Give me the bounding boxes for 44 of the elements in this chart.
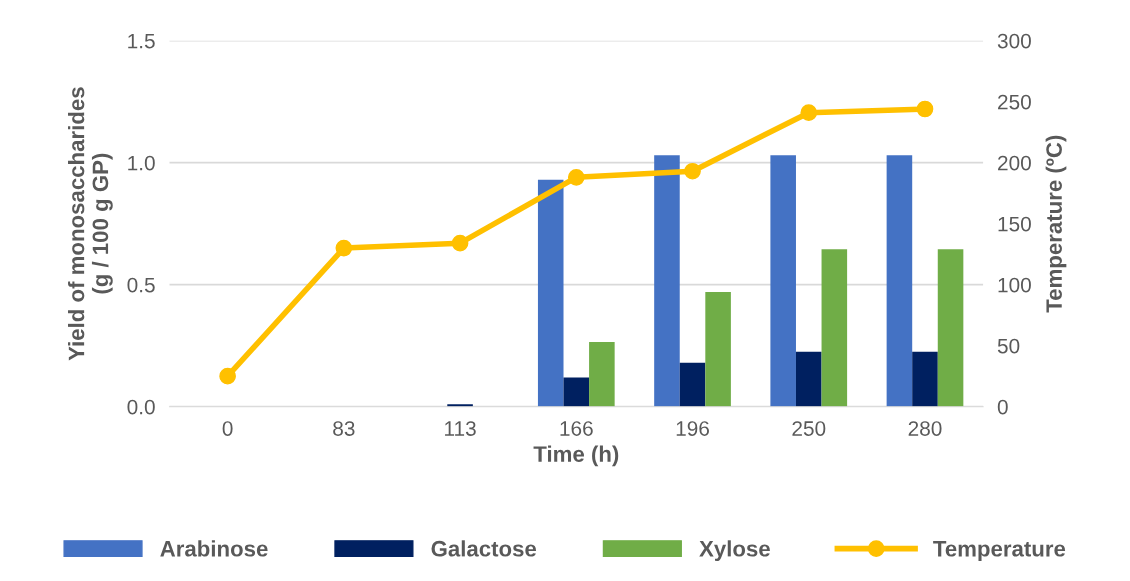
bar: [912, 351, 938, 407]
point: [335, 239, 353, 257]
y-tick-label: 0.5: [127, 277, 155, 293]
x-tick-label: 0: [222, 421, 233, 436]
x-tick-label: 113: [445, 421, 476, 436]
point: [219, 367, 236, 385]
bar: [563, 377, 590, 407]
y2-tick-label: 300: [997, 33, 1031, 49]
bar: [770, 155, 796, 407]
y2-tick-label: 150: [998, 216, 1031, 232]
y2-axis-title: Temperature (ºC): [1045, 135, 1067, 313]
y-tick-label: 0.0: [127, 399, 155, 415]
bar: [679, 362, 706, 407]
bar: [937, 249, 964, 407]
point: [916, 100, 934, 118]
point: [684, 162, 701, 180]
y-tick-label: 1.0: [128, 155, 155, 171]
y-axis-title: Yield of monosaccharides (g / 100 g GP): [68, 87, 113, 361]
bar: [886, 155, 913, 407]
y-tick-label: 1.5: [128, 33, 155, 49]
y2-tick-label: 100: [998, 277, 1031, 293]
y2-tick-label: 200: [998, 155, 1031, 171]
point: [451, 234, 469, 252]
x-tick-label: 280: [908, 421, 942, 436]
y2-tick-label: 0: [997, 399, 1008, 415]
legend-label: Galactose: [431, 540, 537, 557]
bar: [821, 249, 848, 407]
x-tick-label: 250: [792, 421, 826, 436]
y2-tick-label: 50: [997, 338, 1020, 354]
bar: [795, 351, 822, 407]
bar: [654, 155, 680, 407]
bar: [537, 179, 564, 407]
x-axis-title: Time (h): [533, 445, 619, 467]
legend-label: Xylose: [699, 540, 770, 561]
x-tick-label: 196: [676, 421, 709, 436]
x-tick-label: 166: [560, 421, 593, 436]
point: [567, 168, 585, 186]
bar: [589, 342, 615, 407]
bar: [705, 292, 731, 407]
legend-label: Arabinose: [160, 540, 268, 557]
x-tick-label: 83: [333, 421, 355, 436]
point: [800, 104, 818, 121]
legend-label: Temperature: [933, 541, 1066, 561]
y2-tick-label: 250: [998, 94, 1031, 110]
